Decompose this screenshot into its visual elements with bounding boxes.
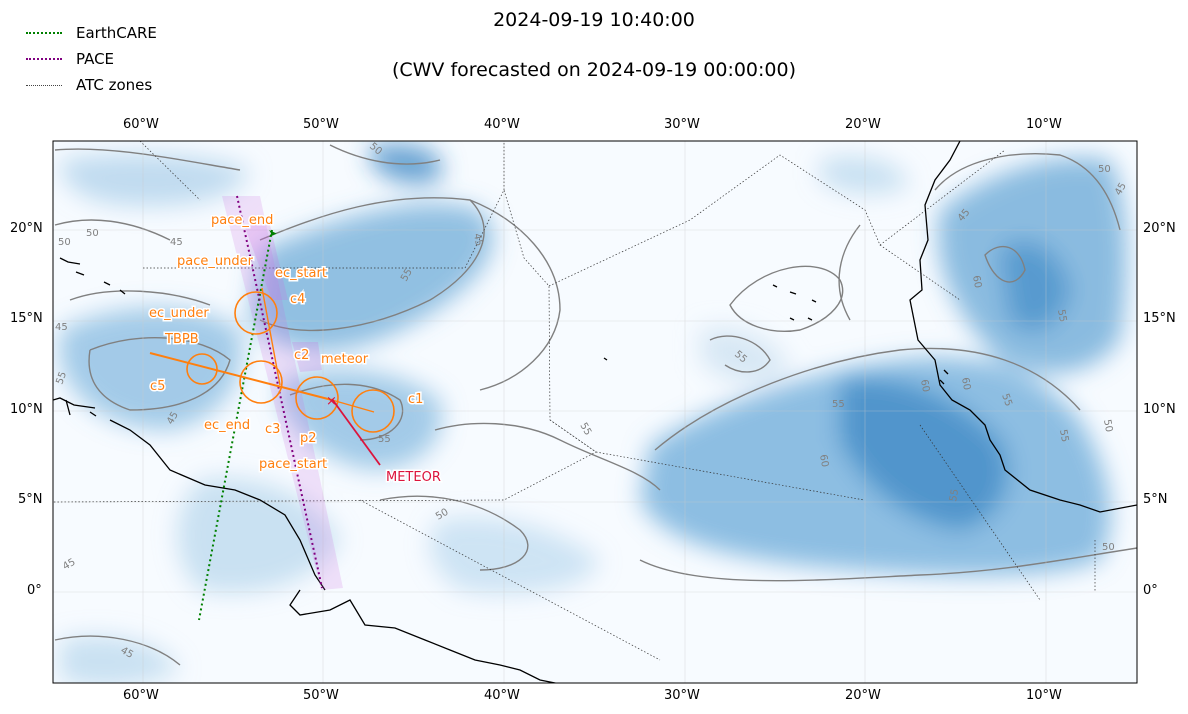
contour-label: 55 <box>999 392 1014 408</box>
cwv-contours <box>54 144 1137 666</box>
circle-c2 <box>295 376 339 420</box>
lat-tick-right: 5°N <box>1143 492 1168 507</box>
label-c4: c4 <box>290 292 305 307</box>
circle-c3 <box>239 360 283 404</box>
label-c1: c1 <box>408 392 423 407</box>
lon-tick-bottom: 50°W <box>303 688 339 703</box>
pace-swath <box>222 196 343 590</box>
lat-tick-right: 15°N <box>1143 311 1176 326</box>
moisture-field <box>60 143 1127 683</box>
map-frame <box>52 140 1138 684</box>
lon-tick-bottom: 10°W <box>1026 688 1062 703</box>
label-pace-under: pace_under <box>177 254 254 269</box>
legend-item-pace: PACE <box>26 46 157 72</box>
legend-label-atc: ATC zones <box>76 76 153 94</box>
label-tbpb: TBPB <box>164 332 199 347</box>
label-c2: c2 <box>294 348 309 363</box>
lon-tick-bottom: 60°W <box>123 688 159 703</box>
contour-label: 55 <box>378 434 391 445</box>
atc-line-icon <box>26 84 62 86</box>
gridlines <box>53 141 1137 683</box>
meteor-track: × <box>326 394 381 466</box>
flight-plan <box>149 287 395 433</box>
contour-label: 50 <box>86 228 99 239</box>
circle-c4 <box>234 291 278 335</box>
lat-tick-right: 10°N <box>1143 402 1176 417</box>
lat-tick-right: 20°N <box>1143 221 1176 236</box>
legend-label-pace: PACE <box>76 50 115 68</box>
lat-tick-left: 15°N <box>10 311 43 326</box>
legend: EarthCARE PACE ATC zones <box>26 20 157 98</box>
lon-tick-top: 60°W <box>123 117 159 132</box>
circle-c5 <box>186 353 218 385</box>
lon-tick-top: 40°W <box>484 117 520 132</box>
lat-tick-left: 10°N <box>10 402 43 417</box>
lon-tick-top: 30°W <box>664 117 700 132</box>
legend-item-atc: ATC zones <box>26 72 157 98</box>
label-meteor-ship: METEOR <box>386 470 441 485</box>
legend-label-earthcare: EarthCARE <box>76 24 157 42</box>
label-ec-under: ec_under <box>149 306 209 321</box>
contour-label: 60 <box>817 454 830 468</box>
lat-tick-left: 0° <box>27 583 42 598</box>
lat-tick-right: 0° <box>1143 583 1158 598</box>
label-c3: c3 <box>265 422 280 437</box>
contour-label: 55 <box>948 488 961 502</box>
label-pace-end: pace_end <box>211 213 273 228</box>
contour-label: 55 <box>54 370 69 386</box>
contour-label: 60 <box>918 379 931 393</box>
label-c5: c5 <box>150 379 165 394</box>
lon-tick-top: 20°W <box>845 117 881 132</box>
map-annotations: pace_end pace_under ec_start c4 ec_under… <box>148 212 443 487</box>
contour-label: 50 <box>1102 542 1115 553</box>
lon-tick-top: 10°W <box>1026 117 1062 132</box>
atc-zones <box>53 141 1096 661</box>
contour-label: 45 <box>55 322 68 333</box>
contour-label: 55 <box>1055 309 1068 323</box>
svg-text:➤: ➤ <box>268 227 277 240</box>
label-ec-end: ec_end <box>204 418 250 433</box>
chart-subtitle: (CWV forecasted on 2024-09-19 00:00:00) <box>391 59 797 81</box>
lon-tick-bottom: 40°W <box>484 688 520 703</box>
meteor-marker: × <box>326 394 337 409</box>
pace-line-icon <box>26 58 62 60</box>
contour-label: 50 <box>58 237 71 248</box>
earthcare-track: ➤ <box>198 227 277 621</box>
chart-title: 2024-09-19 10:40:00 <box>493 9 695 31</box>
contour-label: 55 <box>1057 429 1070 443</box>
contour-label: 60 <box>970 275 983 289</box>
contour-label: 45 <box>170 237 183 248</box>
contour-label: 50 <box>1101 419 1114 433</box>
label-ec-start: ec_start <box>275 266 327 281</box>
label-p2: p2 <box>300 431 317 446</box>
lon-tick-bottom: 20°W <box>845 688 881 703</box>
circle-c1 <box>351 389 395 433</box>
lat-tick-left: 5°N <box>18 492 43 507</box>
legend-item-earthcare: EarthCARE <box>26 20 157 46</box>
lon-tick-top: 50°W <box>303 117 339 132</box>
contour-label: 60 <box>959 377 972 391</box>
earthcare-line-icon <box>26 32 62 34</box>
coastlines <box>53 141 1137 683</box>
lat-tick-left: 20°N <box>10 221 43 236</box>
label-meteor: meteor <box>321 352 369 367</box>
contour-label: 45 <box>471 233 484 247</box>
contour-label: 50 <box>1098 164 1111 175</box>
label-pace-start: pace_start <box>259 457 327 472</box>
contour-label: 55 <box>832 399 845 410</box>
lon-tick-bottom: 30°W <box>664 688 700 703</box>
